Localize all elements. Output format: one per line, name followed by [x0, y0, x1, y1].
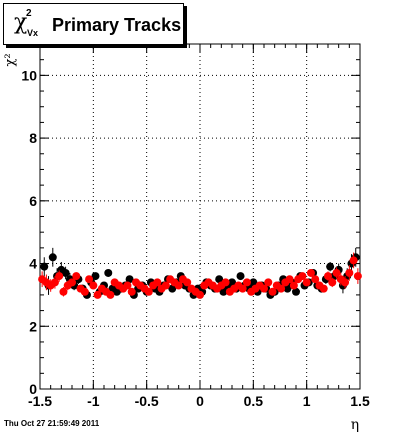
- x-axis-label: η: [351, 417, 359, 433]
- data-point: [298, 272, 307, 281]
- data-point: [168, 284, 177, 293]
- data-point: [55, 272, 64, 281]
- data-points: [38, 247, 362, 299]
- y-tick-label: 6: [29, 193, 37, 209]
- timestamp: Thu Oct 27 21:59:49 2011: [4, 419, 100, 428]
- x-tick-label: -0.5: [135, 393, 159, 409]
- data-point: [89, 281, 98, 290]
- y-tick-label: 2: [29, 318, 37, 334]
- data-point: [80, 287, 89, 296]
- series-1: [38, 252, 362, 299]
- data-point: [289, 281, 298, 290]
- data-point: [268, 287, 277, 296]
- data-point: [311, 275, 320, 284]
- title-superscript: 2: [26, 8, 32, 19]
- data-point: [72, 272, 81, 281]
- y-tick-label: 4: [29, 256, 37, 272]
- data-point: [242, 278, 251, 287]
- data-point: [153, 278, 162, 287]
- data-point: [353, 272, 362, 281]
- data-point: [85, 275, 94, 284]
- data-point: [264, 278, 273, 287]
- chart-title: Primary Tracks: [52, 15, 182, 35]
- data-point: [144, 287, 153, 296]
- data-point: [302, 278, 311, 287]
- data-point: [161, 281, 170, 290]
- data-point: [125, 275, 134, 284]
- x-tick-label: 1.5: [350, 393, 370, 409]
- data-point: [68, 278, 76, 287]
- x-tick-label: -1: [87, 393, 100, 409]
- y-tick-label: 0: [29, 381, 37, 397]
- data-point: [332, 268, 341, 277]
- data-point: [219, 287, 228, 296]
- data-point: [341, 278, 350, 287]
- data-point: [328, 278, 337, 287]
- data-point: [345, 268, 354, 277]
- data-point: [260, 284, 268, 293]
- data-point: [277, 284, 286, 293]
- data-point: [349, 256, 358, 265]
- data-point: [91, 272, 100, 281]
- chart-title-box: χ 2 Vx Primary Tracks: [3, 3, 184, 45]
- y-tick-label: 8: [29, 130, 37, 146]
- y-axis-label: χ²: [3, 53, 18, 66]
- data-point: [215, 275, 224, 284]
- data-point: [324, 272, 332, 281]
- data-point: [106, 290, 115, 299]
- data-point: [61, 268, 70, 277]
- data-point: [236, 272, 245, 281]
- data-point: [228, 278, 236, 287]
- x-tick-label: 0: [196, 393, 204, 409]
- data-point: [285, 275, 294, 284]
- data-point: [238, 284, 247, 293]
- title-subscript: Vx: [27, 28, 39, 38]
- data-point: [48, 253, 57, 262]
- data-point: [196, 290, 204, 299]
- data-point: [104, 268, 113, 277]
- x-tick-label: 1: [303, 393, 311, 409]
- grid-lines: [40, 44, 360, 389]
- data-point: [326, 262, 335, 271]
- data-point: [306, 268, 315, 277]
- data-point: [123, 281, 132, 290]
- data-point: [319, 284, 328, 293]
- data-point: [40, 262, 49, 271]
- data-point: [249, 278, 258, 287]
- data-point: [127, 287, 136, 296]
- data-point: [50, 278, 59, 287]
- data-point: [183, 278, 192, 287]
- data-point: [174, 281, 183, 290]
- title-symbol: χ: [14, 10, 28, 35]
- axis-ticks: -1.5 -1 -0.5 0 0.5 1 1.5 0 2 4 6 8 10: [21, 43, 370, 409]
- data-point: [283, 284, 292, 293]
- x-tick-label: 0.5: [244, 393, 264, 409]
- data-point: [59, 287, 68, 296]
- y-tick-label: 10: [21, 67, 37, 83]
- data-point: [292, 287, 300, 296]
- data-point: [221, 278, 230, 287]
- data-point: [93, 290, 102, 299]
- x-tick-label: -1.5: [28, 393, 52, 409]
